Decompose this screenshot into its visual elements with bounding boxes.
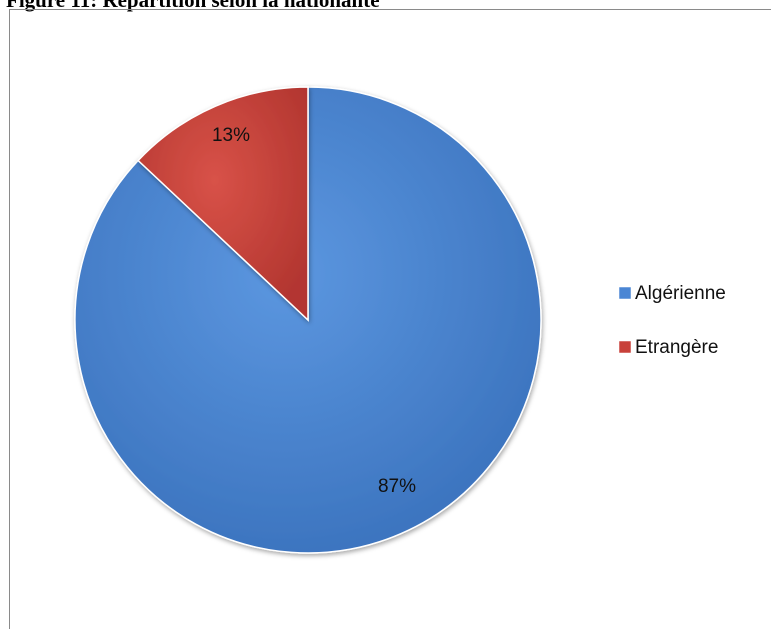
- slice-label-algerienne: 87%: [378, 476, 416, 497]
- slice-label-etrangere: 13%: [212, 125, 250, 146]
- chart-frame: [9, 9, 771, 629]
- pie-slice-labels: 87% 13%: [212, 125, 416, 497]
- legend-label-etrangere: Etrangère: [635, 337, 718, 358]
- legend-label-algerienne: Algérienne: [635, 283, 726, 304]
- legend-swatch-algerienne: [618, 286, 632, 300]
- pie-slice-etrangere: [137, 86, 309, 322]
- legend-swatch-etrangere: [618, 340, 632, 354]
- chart-legend: Algérienne Etrangère: [618, 283, 726, 358]
- pie-slice-algerienne: [74, 86, 542, 554]
- pie-slices: [74, 86, 542, 554]
